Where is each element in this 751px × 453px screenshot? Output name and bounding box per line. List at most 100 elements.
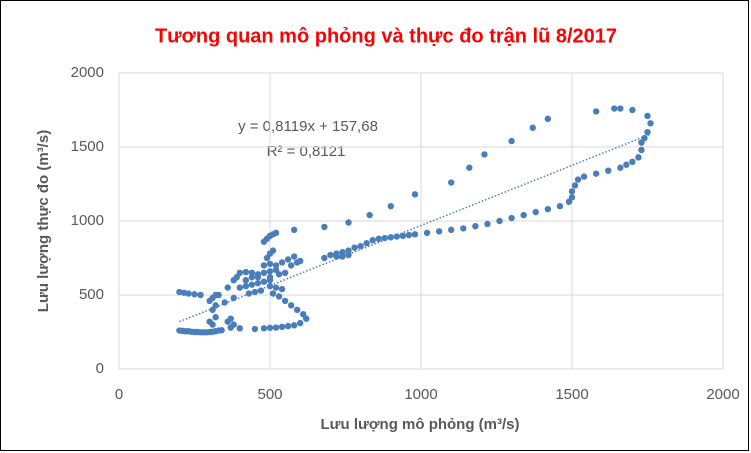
point [266, 268, 274, 275]
point [321, 223, 328, 231]
point [617, 164, 624, 171]
point [266, 274, 274, 281]
point [592, 170, 600, 177]
point [345, 219, 352, 226]
x-axis-label: Lưu lượng mô phỏng (m³/s) [320, 416, 519, 433]
point [544, 205, 552, 213]
point [544, 115, 552, 123]
point [297, 319, 304, 327]
point [363, 240, 370, 247]
point [185, 290, 192, 297]
y-axis-label: Lưu lượng thực đo (m³/s) [35, 130, 52, 312]
point [278, 259, 286, 266]
point [644, 112, 651, 120]
point [212, 302, 219, 309]
point [339, 253, 346, 260]
x-tick-label: 2000 [706, 386, 739, 403]
point [629, 158, 636, 165]
point [236, 284, 243, 291]
point [269, 290, 277, 297]
point [287, 302, 295, 309]
point [212, 314, 219, 321]
y-tick-label: 2000 [71, 64, 104, 81]
point [333, 253, 340, 260]
point [435, 228, 443, 235]
y-tick-label: 1000 [71, 212, 104, 229]
point [638, 146, 645, 154]
x-tick-label: 0 [115, 386, 123, 403]
y-tick-label: 0 [96, 360, 104, 377]
point [254, 279, 262, 287]
point [251, 325, 259, 333]
point [281, 269, 289, 276]
point [248, 281, 256, 288]
point [284, 322, 292, 330]
point [399, 232, 407, 239]
point [300, 311, 307, 318]
point [508, 137, 515, 145]
point [281, 297, 289, 305]
point [272, 262, 280, 269]
point [411, 231, 419, 238]
point [369, 237, 376, 244]
point [405, 231, 413, 239]
point [197, 291, 204, 299]
point [221, 299, 228, 306]
point [275, 271, 283, 278]
point [496, 217, 503, 225]
point [224, 284, 231, 291]
point [266, 282, 274, 290]
point [466, 164, 473, 171]
y-tick-label: 1500 [71, 138, 104, 155]
point [423, 229, 431, 237]
point [568, 194, 576, 201]
point [520, 211, 527, 219]
point [290, 226, 298, 234]
point [448, 179, 455, 186]
point [260, 262, 268, 269]
point [218, 327, 225, 334]
point [460, 225, 467, 232]
point [345, 247, 352, 254]
point [266, 324, 274, 332]
x-tick-label: 500 [257, 386, 282, 403]
point [260, 278, 268, 285]
point [556, 203, 564, 210]
point [568, 188, 576, 195]
point [251, 288, 259, 296]
point [272, 284, 280, 291]
point [284, 256, 292, 263]
point [321, 254, 328, 262]
point [508, 214, 515, 222]
point [580, 173, 588, 180]
point [393, 233, 401, 240]
point [571, 182, 579, 189]
point [230, 294, 237, 302]
point [245, 290, 253, 297]
point [242, 268, 250, 276]
point [644, 129, 651, 136]
x-tick-label: 1500 [555, 386, 588, 403]
point [242, 282, 250, 290]
point [272, 324, 280, 331]
point [275, 293, 283, 300]
point [529, 124, 536, 131]
point [327, 251, 334, 259]
point [290, 322, 298, 329]
point [411, 191, 419, 198]
point [242, 277, 250, 284]
point [635, 154, 642, 161]
point [366, 211, 373, 219]
chart-title: Tương quan mô phỏng và thực đo trận lũ 8… [155, 25, 617, 47]
point [293, 259, 301, 266]
point [227, 315, 234, 322]
point [605, 167, 612, 174]
point [254, 274, 262, 281]
point [260, 325, 268, 332]
point [617, 105, 624, 112]
x-tick-label: 1000 [404, 386, 437, 403]
point [641, 134, 648, 142]
point [484, 220, 491, 228]
